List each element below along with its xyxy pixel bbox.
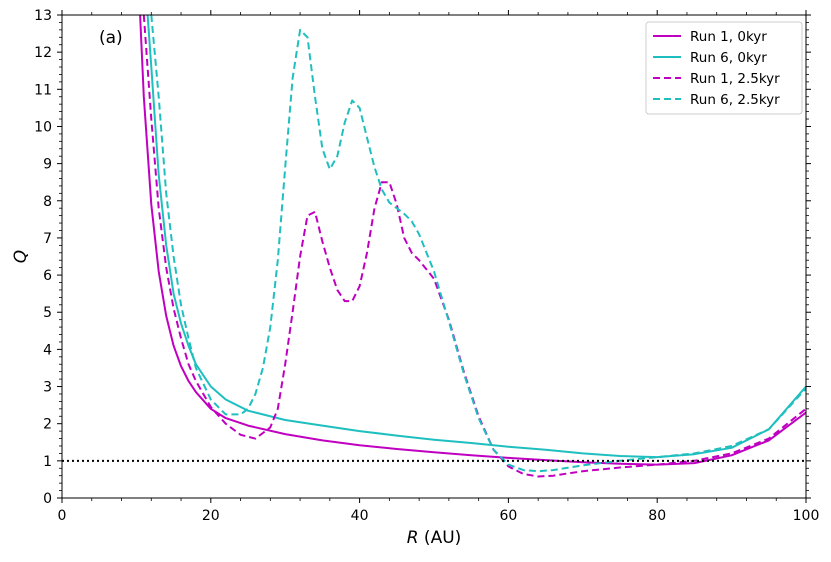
x-tick-label: 20 xyxy=(202,508,220,524)
legend-label: Run 6, 2.5kyr xyxy=(690,92,780,108)
legend-frame xyxy=(645,21,803,115)
legend-label: Run 1, 2.5kyr xyxy=(690,71,780,87)
x-axis-label-unit: (AU) xyxy=(419,528,462,548)
y-tick-label: 10 xyxy=(34,119,52,135)
series-layer xyxy=(139,15,806,478)
x-tick-label: 80 xyxy=(648,508,666,524)
y-tick-label: 11 xyxy=(34,82,52,98)
y-tick-label: 7 xyxy=(43,231,52,247)
x-tick-label: 40 xyxy=(351,508,369,524)
y-tick-label: 9 xyxy=(43,157,52,173)
y-tick-label: 3 xyxy=(43,380,52,396)
x-tick-label: 100 xyxy=(793,508,820,524)
x-tick-label: 60 xyxy=(499,508,517,524)
legend: Run 1, 0kyr Run 6, 0kyr Run 1, 2.5kyr Run 6… xyxy=(645,21,803,115)
legend-label: Run 1, 0kyr xyxy=(690,29,767,45)
y-tick-label: 2 xyxy=(43,417,52,433)
plot-frame xyxy=(61,14,807,499)
panel-label: (a) xyxy=(99,28,123,48)
y-tick-label: 6 xyxy=(43,268,52,284)
y-tick-label: 1 xyxy=(43,454,52,470)
series-line-1 xyxy=(139,15,806,466)
y-tick-label: 13 xyxy=(34,8,52,24)
x-axis-label-symbol: R xyxy=(407,528,419,548)
y-axis-label: Q xyxy=(11,250,31,263)
series-line-4 xyxy=(150,15,806,473)
y-tick-label: 0 xyxy=(43,491,52,507)
x-tick-label: 0 xyxy=(58,508,67,524)
y-tick-label: 4 xyxy=(43,342,52,358)
y-tick-label: 8 xyxy=(43,194,52,210)
series-line-3 xyxy=(142,15,806,478)
legend-label: Run 6, 0kyr xyxy=(690,50,767,66)
y-tick-label: 5 xyxy=(43,305,52,321)
x-axis-label: R (AU) xyxy=(407,528,462,548)
y-tick-label: 12 xyxy=(34,45,52,61)
